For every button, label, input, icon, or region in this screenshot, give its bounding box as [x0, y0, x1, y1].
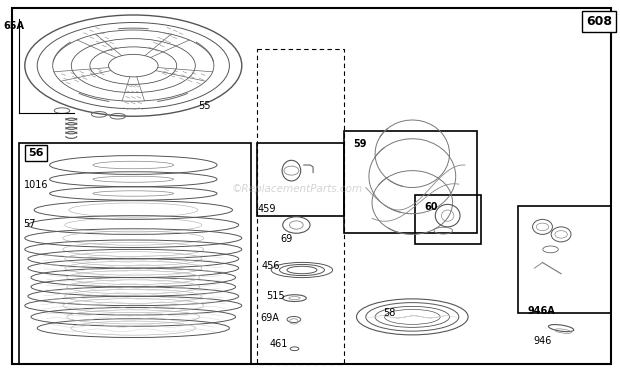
Text: 461: 461 [270, 339, 288, 350]
Bar [415, 195, 480, 244]
Bar [257, 49, 344, 364]
Text: 608: 608 [586, 15, 612, 28]
Text: ©ReplacementParts.com: ©ReplacementParts.com [232, 184, 363, 194]
Text: 56: 56 [28, 148, 43, 158]
Text: 459: 459 [257, 204, 276, 214]
Text: 69: 69 [280, 234, 293, 244]
Text: 1016: 1016 [24, 180, 48, 190]
Text: 515: 515 [267, 291, 285, 301]
Text: 65A: 65A [3, 21, 24, 31]
Text: 57: 57 [24, 219, 36, 230]
Text: 60: 60 [425, 202, 438, 213]
Bar [344, 131, 477, 232]
Bar [518, 206, 611, 313]
Text: 59: 59 [353, 139, 367, 149]
Text: 946A: 946A [527, 306, 555, 316]
Bar [19, 142, 251, 364]
Text: 58: 58 [383, 308, 396, 318]
Text: 456: 456 [262, 261, 280, 271]
Text: 946: 946 [533, 336, 552, 346]
Bar [257, 142, 344, 216]
Text: 69A: 69A [260, 313, 279, 323]
Text: 55: 55 [198, 101, 211, 111]
